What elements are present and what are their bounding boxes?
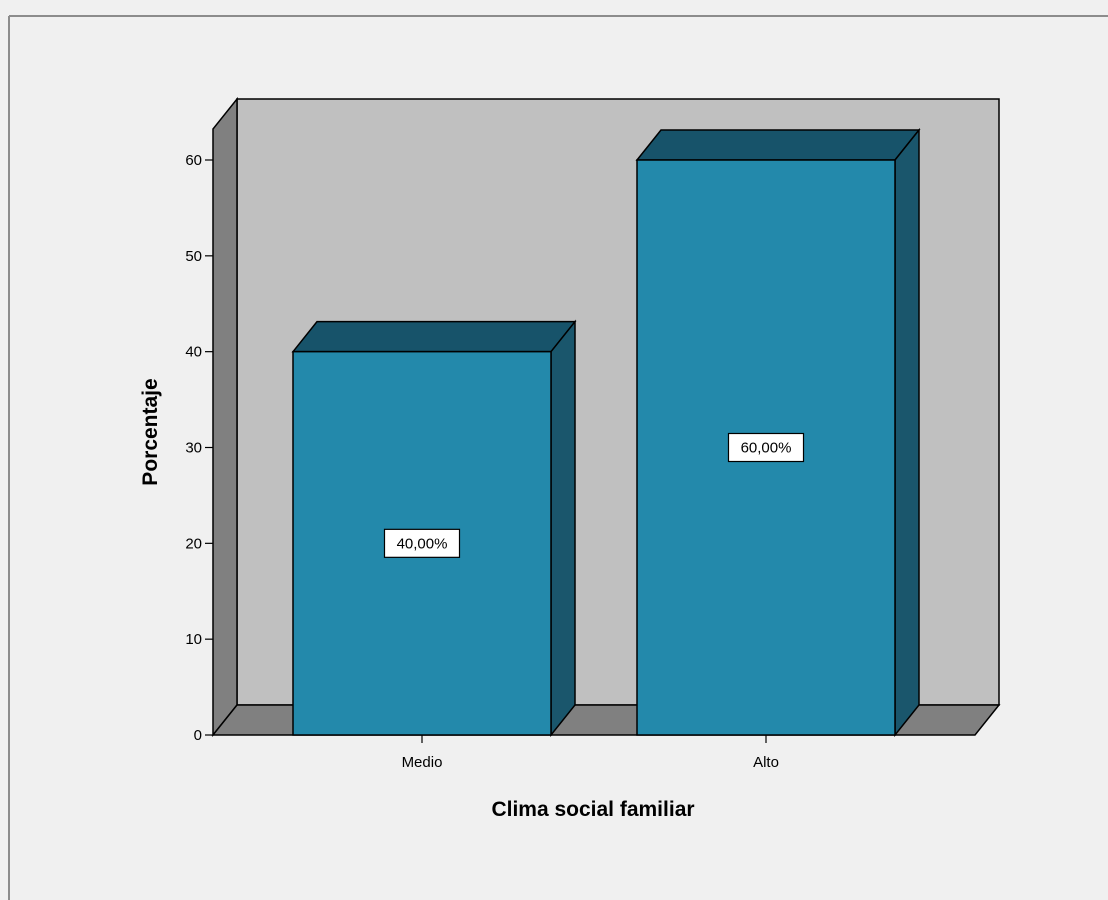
bars: 40,00% 60,00% [291,127,921,738]
y-axis-title: Porcentaje [139,378,162,485]
bar-side-face [550,319,576,738]
y-axis: 0 10 20 30 40 50 60 [185,152,213,744]
bar-medio: 40,00% [291,319,577,738]
x-axis: Medio Alto [402,735,779,771]
data-label-box [727,432,805,463]
y-tick-label: 10 [185,631,202,648]
bar-side-face [894,127,920,738]
data-label: 40,00% [397,535,448,552]
data-label: 60,00% [741,440,792,457]
bar-top-face [635,129,921,161]
side-wall [212,96,238,738]
y-tick-label: 60 [185,152,202,169]
y-tick-label: 0 [194,727,202,744]
x-tick-label: Medio [402,754,443,771]
y-tick-label: 50 [185,248,202,265]
x-axis-title: Clima social familiar [491,798,694,821]
y-tick-label: 30 [185,440,202,457]
bar-top-face [291,320,577,353]
data-label-box [383,528,461,558]
bar-alto: 60,00% [635,127,921,738]
x-tick-label: Alto [753,754,779,771]
y-tick-label: 40 [185,344,202,361]
y-tick-label: 20 [185,535,202,552]
